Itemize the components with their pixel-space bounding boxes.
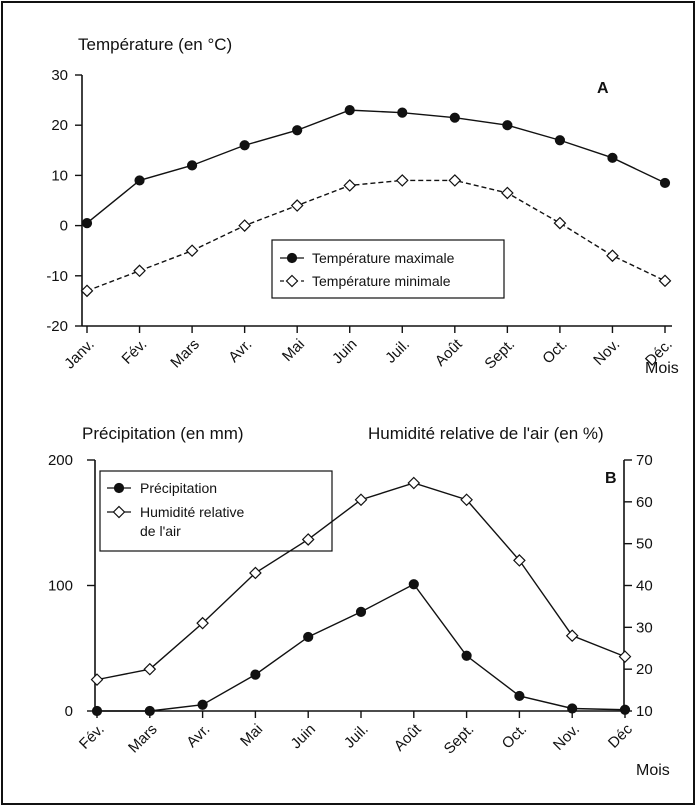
chart-a-series-1-point: [186, 160, 198, 171]
chart-b-legend-label-1: Précipitation: [140, 480, 217, 496]
chart-b-legend-marker-2: [112, 505, 126, 519]
chart-b-series-1-point: [514, 690, 525, 702]
chart-b-series-2-point: [354, 493, 368, 507]
chart-a-ytick-label: 0: [60, 218, 68, 235]
chart-a-xlabel: Mois: [645, 360, 679, 377]
chart-b-y2tick-label: 50: [636, 536, 653, 553]
chart-a-series-2-point: [290, 199, 304, 212]
chart-b-ytick-label: 100: [48, 578, 73, 595]
chart-b-y2tick-label: 60: [636, 494, 653, 511]
chart-a-series-1-point: [81, 217, 93, 229]
chart-a-series-2-point: [238, 219, 251, 232]
chart-b-series-1-point: [250, 669, 261, 680]
chart-a-series-1-point: [344, 105, 355, 116]
chart-b-y2tick-label: 70: [636, 452, 653, 469]
chart-a-series-1-point: [502, 120, 513, 131]
chart-b-legend-marker-1: [113, 482, 125, 494]
chart-a-series-1-point: [554, 135, 566, 146]
chart-b-y2tick-label: 30: [636, 619, 653, 636]
chart-a-series-2-point: [553, 216, 567, 230]
chart-a-series-2-point: [606, 249, 619, 263]
chart-a-series-2-point: [185, 244, 199, 258]
chart-b-series-1-point: [197, 699, 208, 710]
chart-b-series-2-point: [301, 533, 315, 546]
chart-a-series-2-point: [133, 264, 146, 278]
chart-b-panel-letter: B: [605, 470, 617, 487]
chart-b-series-1-point: [355, 606, 367, 617]
chart-a-series-1-point: [292, 125, 303, 136]
chart-b-series-2-point: [196, 616, 209, 630]
chart-b-series-1-point: [408, 579, 419, 590]
chart-b-series-2-point: [407, 476, 421, 490]
chart-b-ytick-label: 200: [48, 452, 73, 469]
chart-a-ytick-label: 10: [51, 167, 68, 184]
chart-a-series-2-point: [395, 174, 409, 187]
chart-a-legend-label-1: Température maximale: [312, 250, 455, 266]
chart-b-ytick-label: 0: [65, 703, 73, 720]
chart-a-legend: Température maximale Température minimale: [271, 239, 505, 299]
chart-b-series-2-point: [460, 493, 473, 507]
chart-b-y2tick-label: 40: [636, 578, 653, 595]
chart-b-series-2-point: [513, 554, 526, 567]
chart-b-legend-label-2: Humidité relative: [140, 504, 244, 520]
chart-a-series-2-point: [343, 179, 357, 192]
chart-a-legend-box: [271, 239, 505, 299]
chart-b-xlabel: Mois: [636, 762, 670, 779]
chart-a-series-2-line: [86, 179, 666, 292]
chart-a-legend-marker-2: [285, 274, 299, 288]
chart-b-series-2-point: [143, 662, 157, 676]
chart-a-series-1-point: [607, 152, 618, 163]
chart-a-ytick-label: 20: [51, 117, 68, 134]
chart-a-legend-label-2: Température minimale: [312, 273, 451, 289]
chart-b-series-1-point: [461, 650, 472, 661]
chart-a-ytick-label: -10: [46, 268, 68, 285]
chart-a-legend-marker-1: [286, 252, 298, 264]
chart-b-y2label: Humidité relative de l'air (en %): [368, 424, 604, 443]
chart-a-ytick-label: -20: [46, 318, 68, 335]
chart-a-ytick-label: 30: [51, 67, 68, 84]
chart-a-panel-letter: A: [597, 80, 609, 97]
chart-b-legend-label-2: de l'air: [140, 523, 181, 539]
chart-a-series-2-point: [658, 274, 672, 288]
chart-a-series-2-point: [448, 174, 462, 187]
chart-b-legend: Précipitation Humidité relative de l'air: [99, 470, 333, 552]
chart-b-series-2-point: [90, 673, 104, 686]
chart-a-series-1-point: [397, 107, 408, 118]
chart-b-series-1-point: [91, 705, 103, 717]
chart-b-ylabel: Précipitation (en mm): [82, 424, 244, 443]
chart-a-series-1-point: [659, 177, 671, 189]
chart-b-series-2-point: [618, 650, 632, 663]
chart-a-series-1-point: [449, 112, 460, 123]
chart-a-series-1-point: [239, 140, 250, 151]
chart-a-series-2-point: [501, 186, 514, 200]
chart-b-legend-box: [99, 470, 333, 552]
chart-a-series-1-line: [86, 109, 666, 224]
chart-b-y2tick-label: 20: [636, 661, 653, 678]
chart-b-series-2-point: [565, 629, 579, 643]
chart-b-series-1-point: [567, 703, 578, 714]
chart-b-y2tick-label: 10: [636, 703, 653, 720]
chart-b-series-1-point: [144, 705, 155, 717]
chart-a-ylabel: Température (en °C): [78, 35, 232, 54]
chart-a-series-1-point: [134, 175, 145, 186]
chart-b-series-1-point: [619, 704, 631, 715]
chart-a-series-2-point: [80, 284, 94, 298]
chart-b-series-1-point: [303, 631, 314, 643]
chart-b-series-2-point: [249, 566, 262, 580]
